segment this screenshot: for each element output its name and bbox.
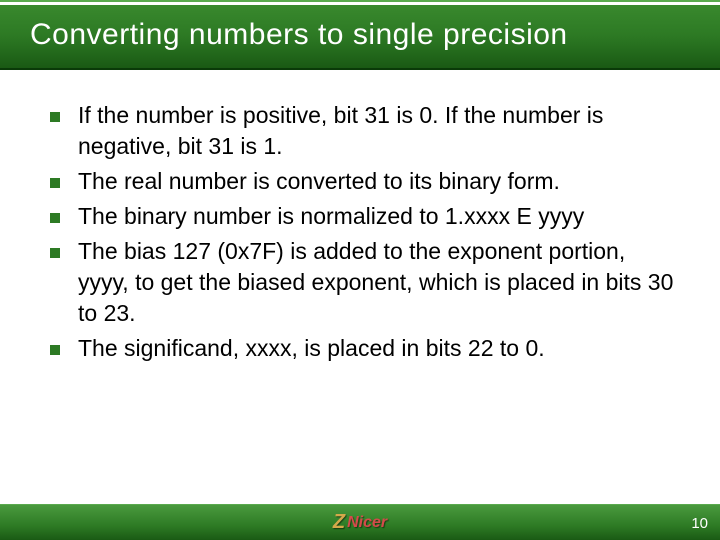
title-bar: Converting numbers to single precision bbox=[0, 0, 720, 70]
logo-z: Z bbox=[333, 511, 345, 534]
bullet-list: If the number is positive, bit 31 is 0. … bbox=[50, 100, 680, 364]
list-item: The binary number is normalized to 1.xxx… bbox=[50, 201, 680, 232]
bullet-text: The bias 127 (0x7F) is added to the expo… bbox=[78, 236, 680, 329]
bullet-text: The real number is converted to its bina… bbox=[78, 166, 560, 197]
footer-bar: Z Nicer 10 bbox=[0, 504, 720, 540]
content-area: If the number is positive, bit 31 is 0. … bbox=[0, 70, 720, 364]
bullet-icon bbox=[50, 345, 60, 355]
page-title: Converting numbers to single precision bbox=[30, 18, 568, 52]
logo: Z Nicer bbox=[333, 511, 387, 534]
bullet-text: The significand, xxxx, is placed in bits… bbox=[78, 333, 545, 364]
logo-nicer: Nicer bbox=[347, 514, 387, 532]
list-item: The significand, xxxx, is placed in bits… bbox=[50, 333, 680, 364]
bullet-icon bbox=[50, 112, 60, 122]
bullet-icon bbox=[50, 248, 60, 258]
bullet-icon bbox=[50, 213, 60, 223]
list-item: If the number is positive, bit 31 is 0. … bbox=[50, 100, 680, 162]
bullet-icon bbox=[50, 178, 60, 188]
page-number: 10 bbox=[691, 515, 708, 532]
bullet-text: If the number is positive, bit 31 is 0. … bbox=[78, 100, 680, 162]
list-item: The bias 127 (0x7F) is added to the expo… bbox=[50, 236, 680, 329]
bullet-text: The binary number is normalized to 1.xxx… bbox=[78, 201, 584, 232]
list-item: The real number is converted to its bina… bbox=[50, 166, 680, 197]
